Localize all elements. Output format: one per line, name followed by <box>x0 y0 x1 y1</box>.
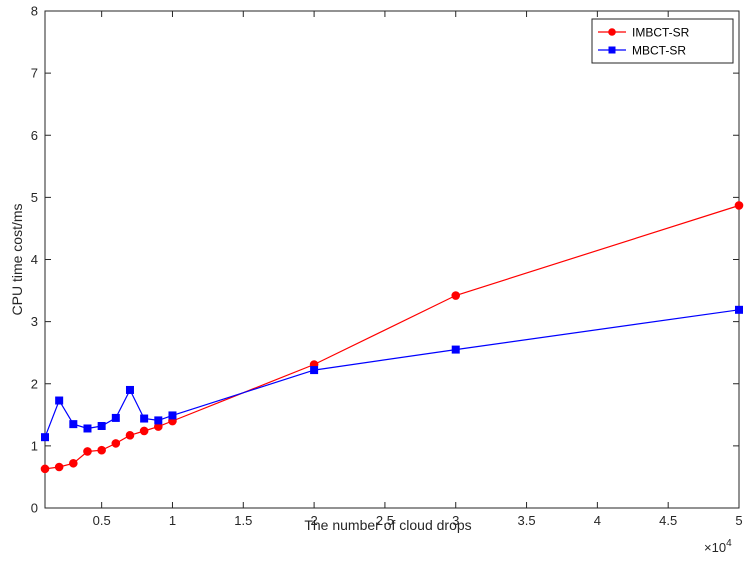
data-point <box>69 420 78 429</box>
plot-area: 0 1 2 3 4 5 6 7 8 0.5 1 1.5 2 2.5 3 3.5 4 4.5 5 <box>31 4 744 528</box>
data-point <box>83 424 92 433</box>
y-tick-label: 2 <box>31 376 38 391</box>
y-tick-label: 6 <box>31 128 38 143</box>
x-tick-label: 4.5 <box>659 513 677 528</box>
y-axis-label: CPU time cost/ms <box>9 203 25 315</box>
y-tick-label: 7 <box>31 66 38 81</box>
data-point <box>97 421 106 430</box>
x-tick-label: 5 <box>735 513 742 528</box>
x-axis-exponent: ×104 <box>704 538 732 555</box>
legend-label: IMBCT-SR <box>632 26 690 40</box>
data-point <box>735 305 743 314</box>
y-tick-label: 8 <box>31 4 38 19</box>
x-tick-label: 2 <box>310 513 317 528</box>
data-point <box>111 439 121 448</box>
x-tick-label: 4 <box>594 513 601 528</box>
y-tick-label: 1 <box>31 438 38 453</box>
x-tick-label: 1.5 <box>234 513 252 528</box>
legend-label: MBCT-SR <box>632 44 686 58</box>
series-line-mbct-sr <box>44 309 740 438</box>
data-point <box>111 413 120 422</box>
axes-box <box>44 10 740 509</box>
x-axis-exponent-power: 4 <box>726 538 732 549</box>
data-point <box>55 396 64 405</box>
data-point <box>69 458 78 468</box>
x-tick-label: 2.5 <box>376 513 394 528</box>
data-point <box>125 385 134 394</box>
data-point <box>97 445 106 455</box>
data-point <box>140 414 149 423</box>
data-point <box>54 462 64 472</box>
data-point <box>310 366 319 375</box>
data-point <box>168 411 177 420</box>
legend-marker <box>608 46 616 54</box>
data-point <box>139 426 149 436</box>
data-point <box>41 433 49 442</box>
legend-box <box>591 18 734 64</box>
data-point <box>734 201 744 210</box>
x-axis-exponent-base: ×10 <box>704 540 726 555</box>
data-point <box>40 464 50 474</box>
data-point <box>154 416 163 425</box>
data-point <box>451 291 461 300</box>
data-point <box>83 447 92 456</box>
y-tick-label: 4 <box>31 252 38 267</box>
data-point <box>451 345 460 354</box>
data-point <box>125 431 135 440</box>
x-tick-label: 3.5 <box>518 513 536 528</box>
y-tick-label: 5 <box>31 190 38 205</box>
y-tick-label: 3 <box>31 314 38 329</box>
x-tick-label: 3 <box>452 513 459 528</box>
legend: IMBCT-SR MBCT-SR <box>591 18 734 64</box>
x-tick-label: 1 <box>169 513 176 528</box>
y-tick-label: 0 <box>31 501 38 516</box>
x-tick-label: 0.5 <box>93 513 111 528</box>
x-axis-label: The number of cloud drops <box>304 517 471 533</box>
legend-marker <box>608 28 616 36</box>
series-line-imbct-sr <box>44 204 740 470</box>
